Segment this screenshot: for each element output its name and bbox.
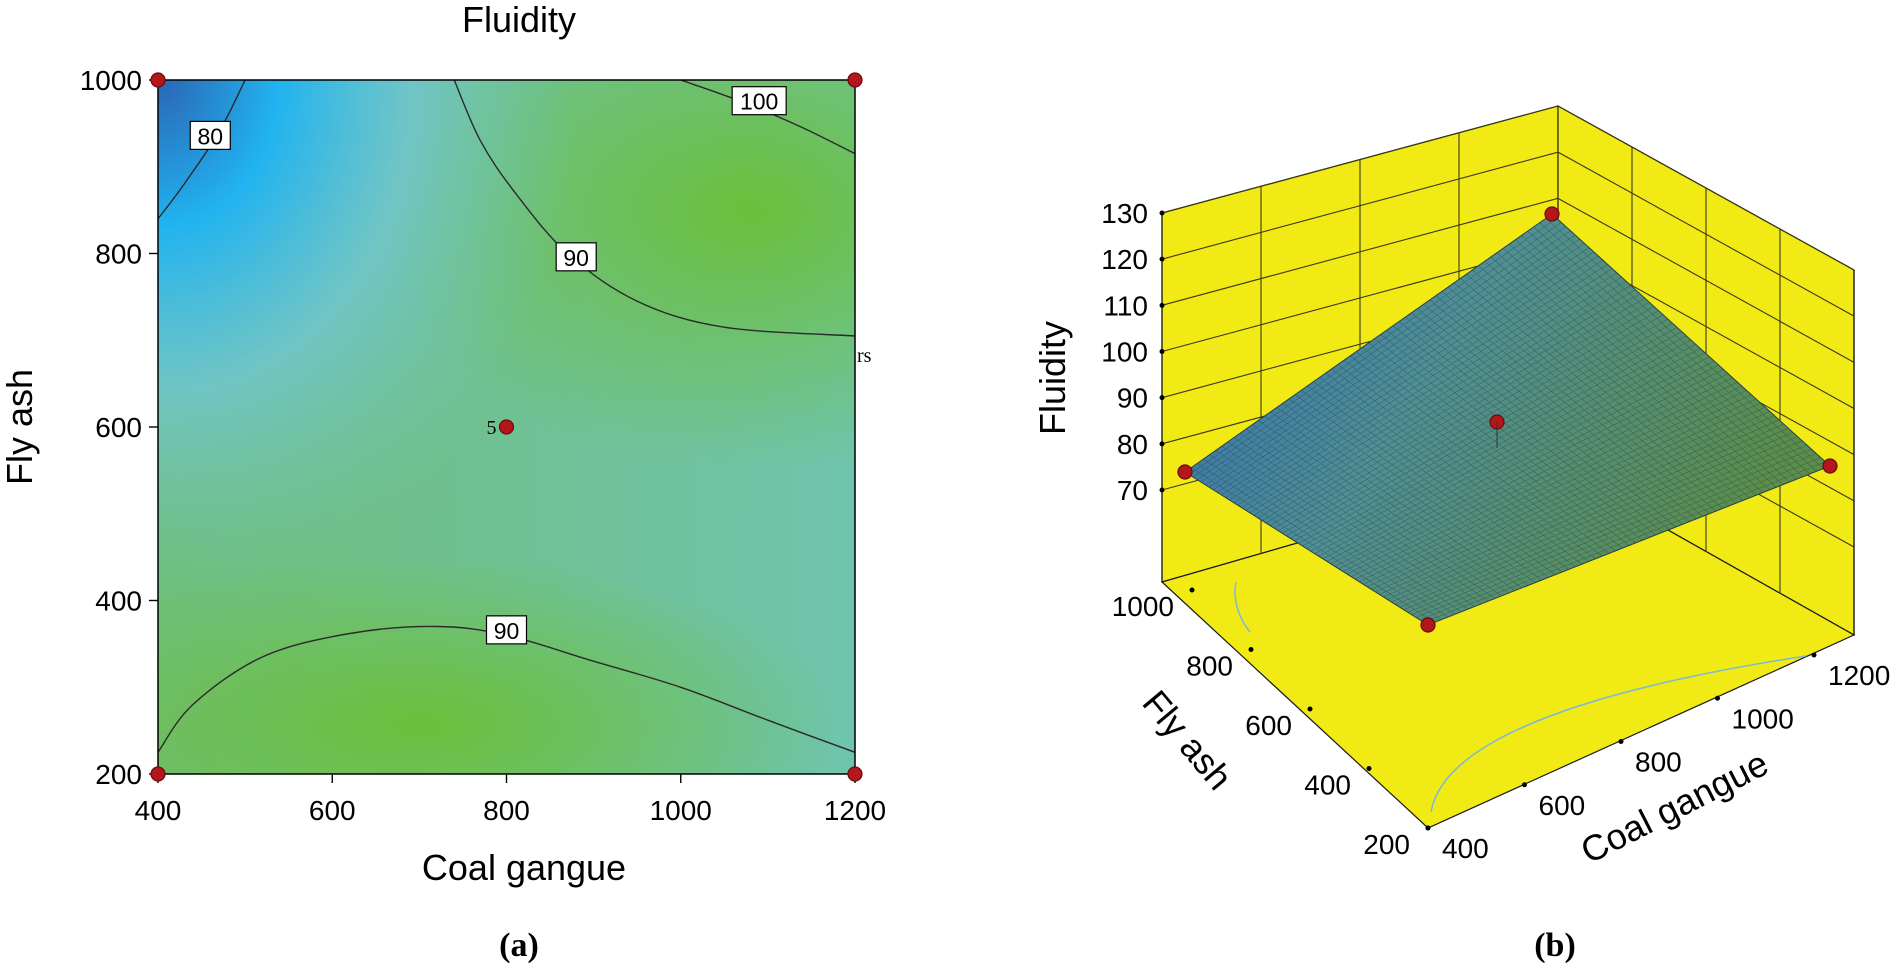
surface-point bbox=[1822, 458, 1838, 474]
x-axis-ticks: 400 600 800 1000 1200 bbox=[135, 774, 886, 826]
contour-line-90 bbox=[158, 625, 855, 753]
design-point bbox=[150, 72, 166, 88]
fly-ash-tick-mark bbox=[1248, 647, 1254, 652]
z-tick-label: 70 bbox=[1117, 475, 1148, 506]
z-tick-mark bbox=[1159, 256, 1165, 262]
contour-label-box bbox=[485, 615, 528, 645]
z-tick-label: 120 bbox=[1101, 244, 1148, 275]
x-tick-label: 1200 bbox=[824, 795, 886, 826]
coal-gangue-tick-mark bbox=[1618, 739, 1624, 744]
y-tick-label: 400 bbox=[95, 586, 142, 617]
design-point-label: 5 bbox=[487, 417, 497, 439]
panel-label-a: (a) bbox=[499, 927, 539, 964]
fly-ash-tick-label: 600 bbox=[1245, 710, 1292, 741]
contour-label: 90 bbox=[563, 245, 589, 271]
z-tick-label: 90 bbox=[1117, 383, 1148, 414]
fly-ash-tick-label: 200 bbox=[1363, 829, 1410, 860]
x-axis-label: Coal gangue bbox=[422, 847, 626, 888]
design-point bbox=[847, 72, 863, 88]
floor-contour-2 bbox=[1430, 655, 1807, 813]
contour-label: 100 bbox=[740, 89, 778, 115]
z-tick-mark bbox=[1159, 210, 1165, 216]
design-point bbox=[847, 766, 863, 782]
coal-gangue-axis-ticks: 400 600 800 1000 1200 bbox=[1425, 652, 1890, 864]
surface-point bbox=[1177, 464, 1193, 480]
contour-label: 80 bbox=[197, 123, 223, 149]
fly-ash-axis-ticks: 200 400 600 800 1000 bbox=[1112, 587, 1431, 860]
surface-point bbox=[1420, 617, 1436, 633]
coal-gangue-tick-label: 800 bbox=[1635, 747, 1682, 778]
coal-gangue-tick-label: 600 bbox=[1539, 790, 1586, 821]
z-tick-mark bbox=[1159, 349, 1165, 354]
y-axis-ticks: 200 400 600 800 1000 bbox=[80, 65, 158, 790]
contour-label: 90 bbox=[494, 618, 520, 644]
surface-mesh-lines bbox=[1184, 213, 1831, 626]
surface-panel: 70 80 90 100 110 120 130 200 400 600 800 1000 400 6… bbox=[1032, 104, 1890, 964]
fly-ash-tick-mark bbox=[1307, 706, 1313, 712]
contour-label-box bbox=[189, 120, 231, 150]
fly-ash-tick-mark bbox=[1366, 766, 1372, 771]
contour-line-80 bbox=[158, 80, 246, 220]
x-tick-label: 1000 bbox=[650, 795, 712, 826]
coal-gangue-tick-mark bbox=[1522, 782, 1527, 788]
y-tick-label: 600 bbox=[95, 412, 142, 443]
y-axis-label: Fly ash bbox=[0, 369, 40, 485]
z-tick-label: 80 bbox=[1117, 429, 1148, 460]
coal-gangue-tick-label: 1000 bbox=[1732, 703, 1794, 734]
z-tick-label: 100 bbox=[1101, 337, 1148, 368]
surface-design-points bbox=[1177, 206, 1838, 633]
z-tick-mark bbox=[1159, 487, 1165, 493]
contour-labels: 80 90 100 90 bbox=[189, 86, 787, 645]
y-tick-label: 200 bbox=[95, 759, 142, 790]
panel-label-b: (b) bbox=[1534, 927, 1576, 964]
surface-point bbox=[1544, 206, 1560, 222]
y-tick-label: 1000 bbox=[80, 65, 142, 96]
fly-ash-tick-mark bbox=[1189, 587, 1195, 593]
chart-title: Fluidity bbox=[462, 0, 576, 40]
fly-ash-tick-label: 1000 bbox=[1112, 591, 1174, 622]
coal-gangue-tick-mark bbox=[1715, 695, 1720, 701]
z-tick-mark bbox=[1159, 395, 1165, 401]
z-tick-mark bbox=[1159, 441, 1165, 447]
contour-label-box bbox=[731, 86, 787, 116]
contour-panel: Fluidity 80 90 100 90 400 600 800 1000 1200 200… bbox=[0, 0, 886, 964]
x-tick-label: 600 bbox=[309, 795, 356, 826]
design-point bbox=[150, 766, 166, 782]
x-tick-label: 800 bbox=[483, 795, 530, 826]
y-tick-label: 800 bbox=[95, 239, 142, 270]
fly-ash-tick-label: 800 bbox=[1186, 651, 1233, 682]
z-axis-ticks: 70 80 90 100 110 120 130 bbox=[1101, 198, 1165, 506]
coal-gangue-tick-mark bbox=[1811, 652, 1817, 658]
design-points: 5 bbox=[150, 72, 863, 782]
x-tick-label: 400 bbox=[135, 795, 182, 826]
coal-gangue-tick-label: 400 bbox=[1442, 833, 1489, 864]
contour-label-box bbox=[555, 242, 597, 272]
fly-ash-tick-label: 400 bbox=[1304, 770, 1351, 801]
annotation-text: rs bbox=[857, 345, 872, 367]
coal-gangue-tick-mark bbox=[1425, 825, 1431, 831]
z-axis-label: Fluidity bbox=[1032, 321, 1073, 435]
coal-gangue-tick-label: 1200 bbox=[1828, 660, 1890, 691]
z-tick-mark bbox=[1159, 302, 1165, 308]
fly-ash-axis-label: Fly ash bbox=[1135, 682, 1241, 797]
design-point bbox=[498, 419, 515, 435]
surface-mesh bbox=[1184, 213, 1831, 626]
z-tick-label: 110 bbox=[1103, 290, 1148, 321]
floor-contour-1 bbox=[1234, 581, 1251, 633]
z-tick-label: 130 bbox=[1101, 198, 1148, 229]
